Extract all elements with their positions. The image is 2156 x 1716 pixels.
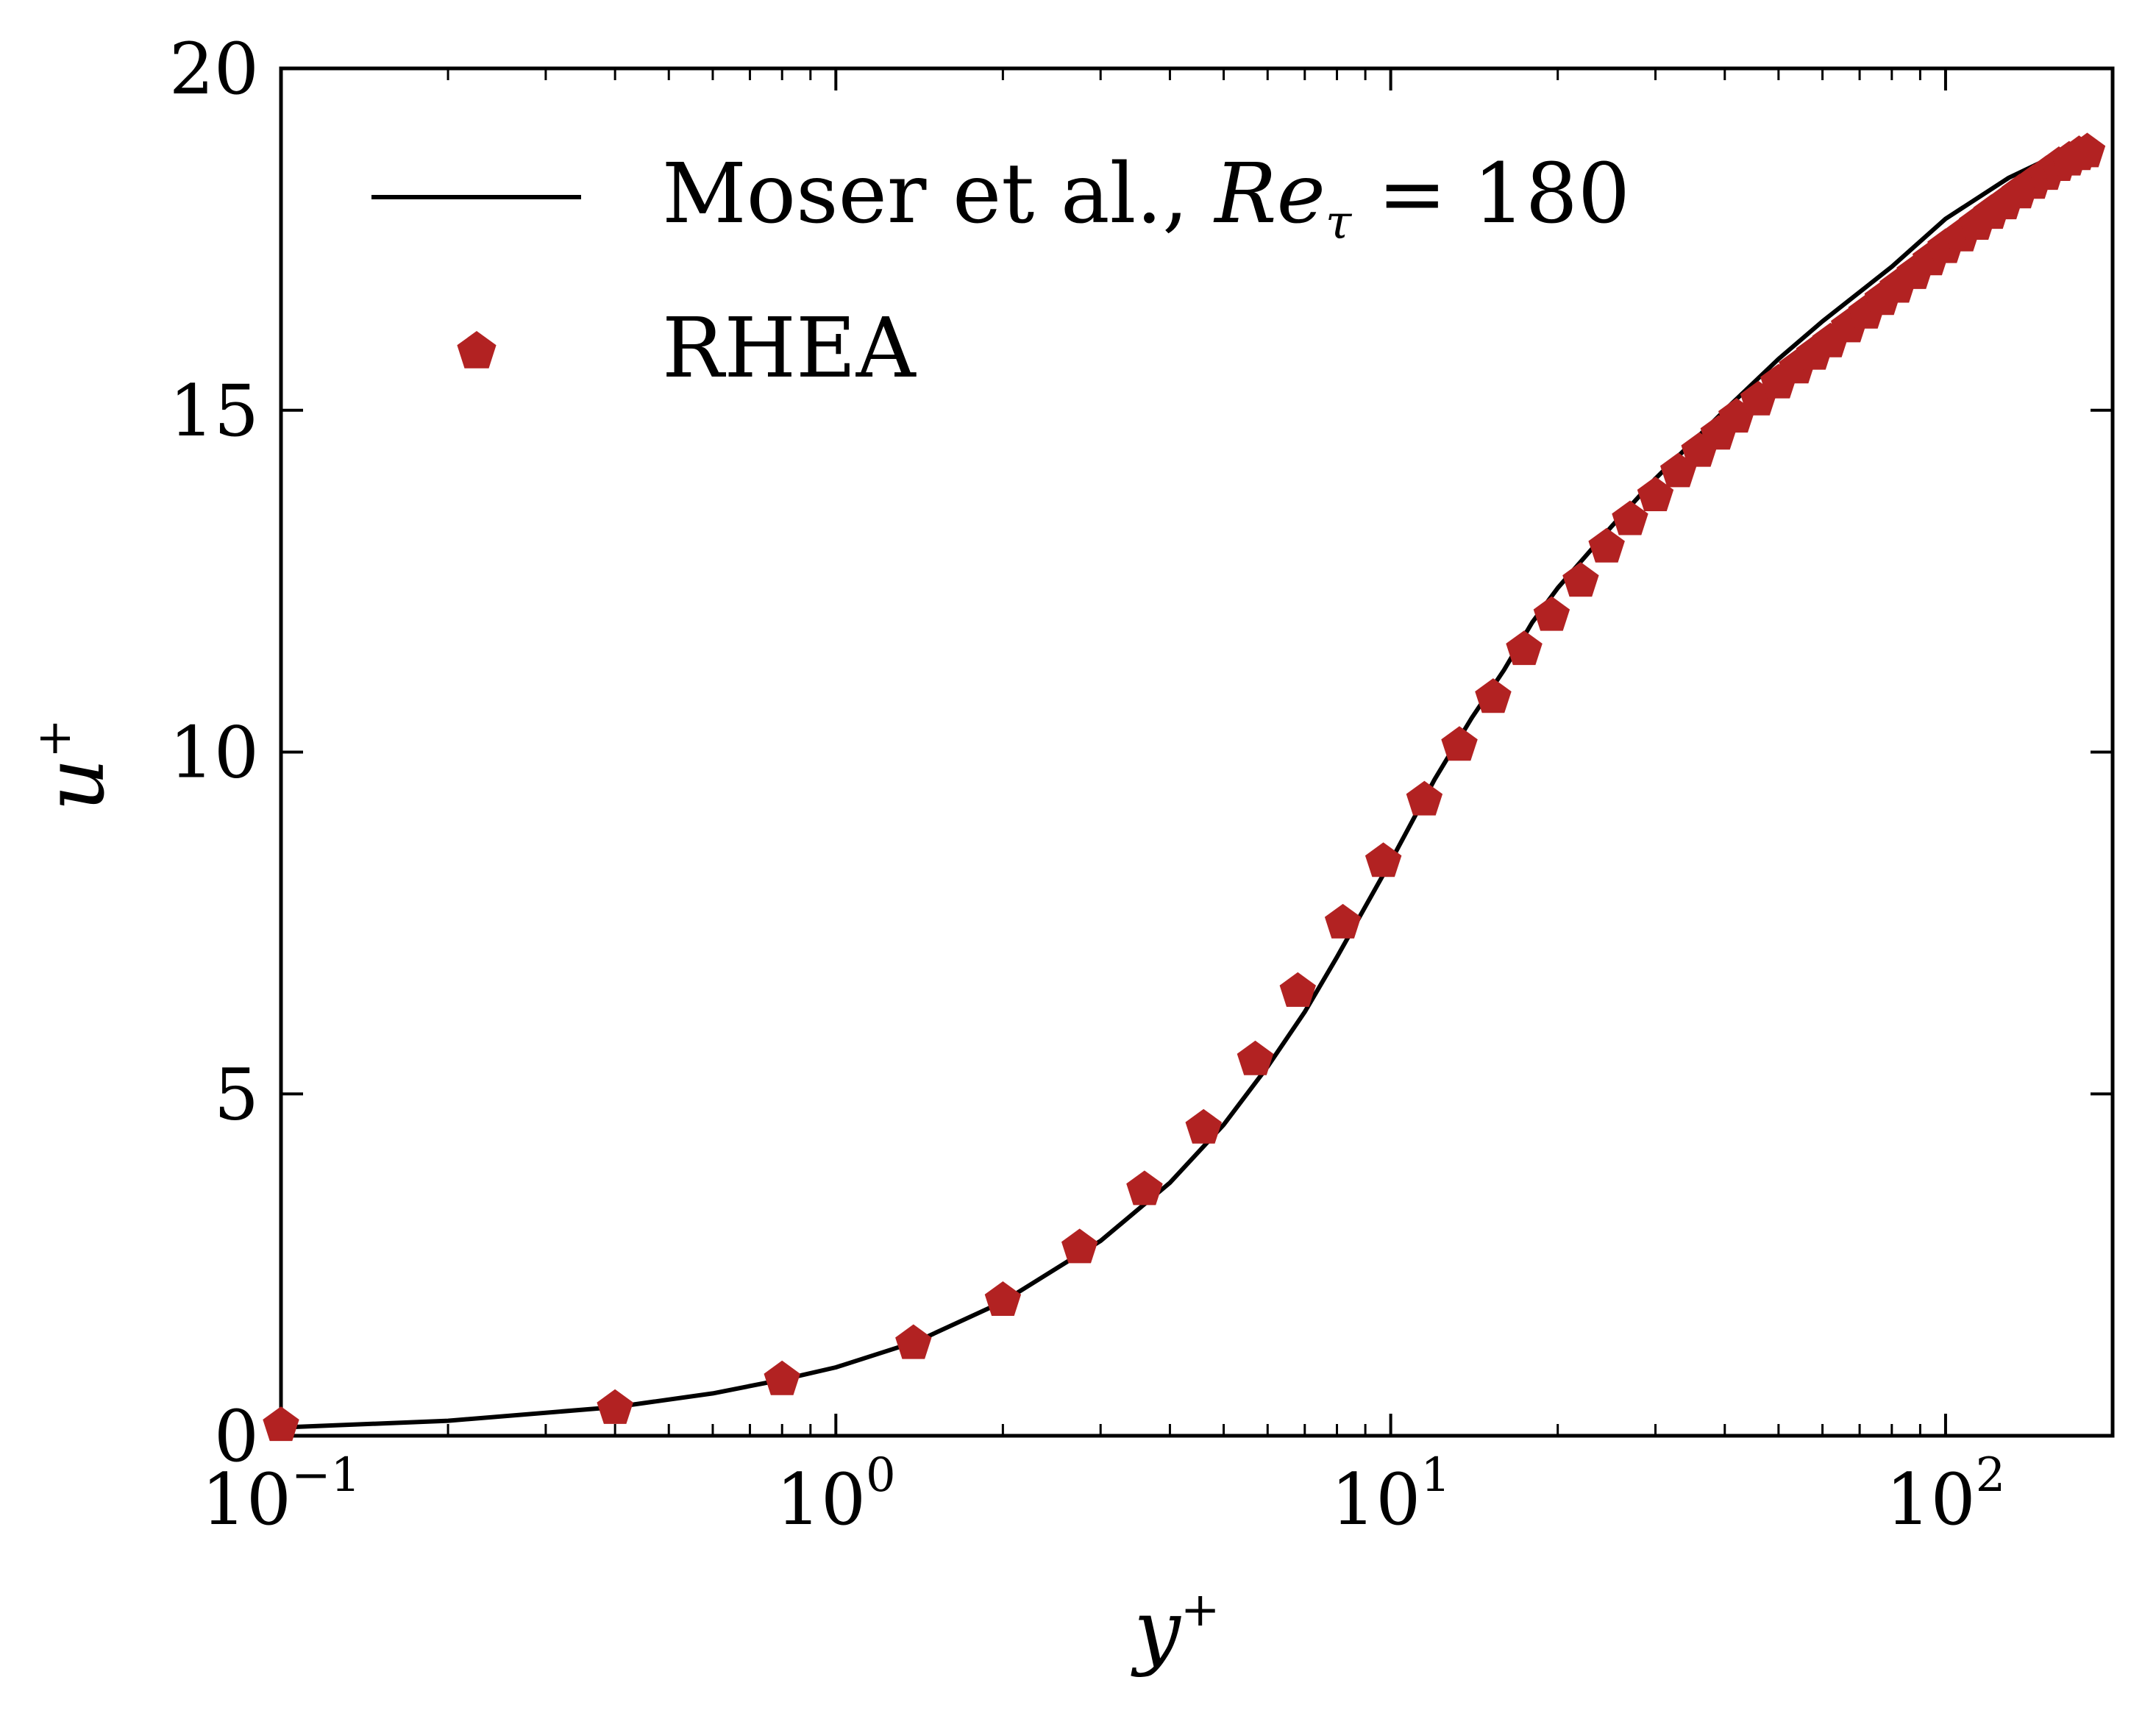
y-tick-label: 0 xyxy=(214,1395,259,1478)
rhea-point xyxy=(1279,972,1316,1007)
x-tick-label: 10−1 xyxy=(202,1448,361,1541)
rhea-point xyxy=(1061,1228,1098,1264)
minor-ticks xyxy=(447,68,2114,1436)
legend-label-rhea: RHEA xyxy=(662,301,917,396)
rhea-point xyxy=(1126,1170,1163,1206)
rhea-point xyxy=(984,1281,1022,1316)
y-tick-label: 15 xyxy=(169,370,259,452)
rhea-point xyxy=(1185,1108,1222,1144)
rhea-point xyxy=(1406,780,1443,816)
series-line-moser xyxy=(280,148,2088,1430)
rhea-point xyxy=(1533,596,1570,631)
rhea-point xyxy=(597,1389,633,1424)
rhea-point xyxy=(1612,500,1648,535)
rhea-point xyxy=(1441,726,1478,761)
rhea-point xyxy=(1562,562,1599,597)
series-layer xyxy=(263,132,2106,1442)
x-tick-label: 100 xyxy=(776,1448,896,1541)
plot-frame xyxy=(279,66,2115,1438)
rhea-point xyxy=(1637,476,1674,511)
x-tick-label: 101 xyxy=(1331,1448,1451,1541)
rhea-point xyxy=(263,1406,299,1442)
y-tick-label: 10 xyxy=(169,712,259,794)
rhea-point xyxy=(1588,527,1625,563)
y-tick-label: 20 xyxy=(169,28,259,110)
rhea-point xyxy=(1324,903,1362,939)
rhea-point xyxy=(1365,842,1402,877)
rhea-point xyxy=(1475,678,1512,713)
rhea-point xyxy=(764,1360,800,1395)
rhea-point xyxy=(1237,1040,1274,1075)
x-axis-label: y+ xyxy=(1131,1583,1220,1678)
plot-area: 10−1 100 101 102 0 5 10 15 20 xyxy=(169,28,2115,1541)
series-markers-rhea xyxy=(263,132,2106,1442)
x-tick-labels: 10−1 100 101 102 xyxy=(202,1448,2006,1541)
y-tick-labels: 0 5 10 15 20 xyxy=(169,28,259,1478)
x-tick-label: 102 xyxy=(1885,1448,2005,1541)
legend-marker-swatch xyxy=(457,331,497,369)
major-ticks xyxy=(280,67,2113,1437)
y-axis-label: u+ xyxy=(27,719,123,811)
legend: Moser et al., Reτ = 180 RHEA xyxy=(371,146,1630,396)
legend-label-moser: Moser et al., Reτ = 180 xyxy=(662,146,1630,250)
rhea-point xyxy=(2068,132,2106,168)
rhea-point xyxy=(895,1324,932,1359)
y-tick-label: 5 xyxy=(214,1053,259,1136)
rhea-point xyxy=(1506,630,1543,666)
